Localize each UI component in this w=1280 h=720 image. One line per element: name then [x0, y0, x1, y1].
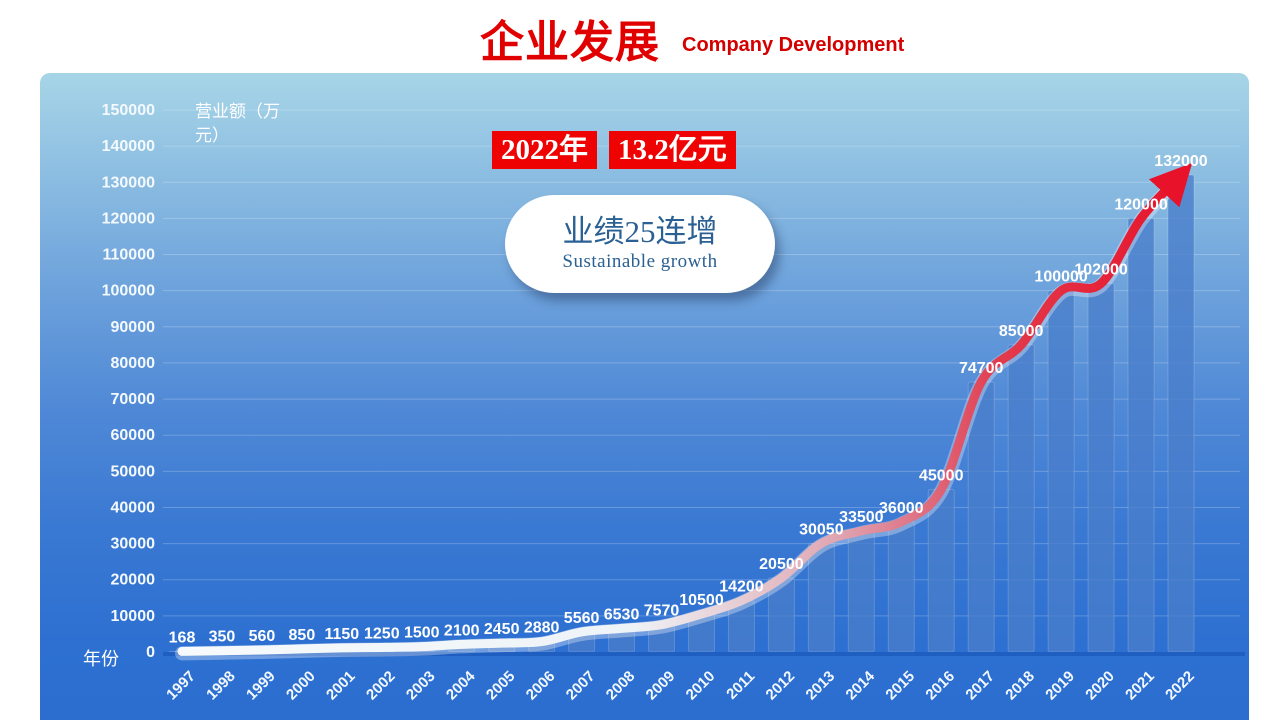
badge-amount: 13.2亿元 [609, 131, 736, 170]
bar-value-label: 1150 [324, 626, 359, 643]
bar [1047, 290, 1075, 653]
bar-value-label: 132000 [1154, 153, 1207, 170]
highlight-badges: 2022年 13.2亿元 [492, 131, 736, 170]
x-tick-label: 2013 [803, 668, 839, 704]
y-tick-label: 20000 [111, 572, 156, 589]
y-tick-label: 100000 [102, 283, 155, 300]
bar-value-label: 30050 [799, 521, 844, 538]
bar-value-label: 120000 [1114, 196, 1167, 213]
callout-title: 业绩25连增 [562, 213, 718, 249]
y-tick-label: 150000 [102, 102, 155, 119]
x-tick-label: 2007 [563, 668, 599, 704]
y-tick-label: 70000 [111, 391, 156, 408]
bar [1087, 282, 1115, 653]
page-title: 企业发展 [480, 18, 660, 67]
bar-value-label: 6530 [604, 606, 640, 623]
x-axis-title: 年份 [83, 649, 119, 669]
bar-value-label: 14200 [719, 579, 764, 596]
y-tick-label: 90000 [111, 319, 156, 336]
x-tick-label: 2003 [403, 668, 439, 704]
bar-value-label: 5560 [564, 610, 600, 627]
y-tick-label: 130000 [102, 174, 155, 191]
y-tick-label: 40000 [111, 499, 156, 516]
y-tick-label: 0 [146, 644, 155, 661]
y-tick-label: 10000 [111, 608, 156, 625]
y-axis-title-line: 营业额（万 [195, 102, 280, 121]
y-axis-title-line: 元） [195, 126, 229, 145]
x-tick-label: 2001 [323, 668, 359, 704]
y-tick-label: 30000 [111, 536, 156, 553]
y-tick-label: 110000 [102, 247, 155, 264]
x-tick-label: 2020 [1082, 668, 1118, 704]
x-tick-label: 2014 [843, 667, 879, 703]
x-tick-label: 2017 [962, 668, 998, 704]
bar-value-label: 168 [169, 629, 196, 646]
x-tick-label: 1999 [243, 668, 279, 704]
x-tick-label: 2021 [1122, 668, 1158, 704]
x-tick-label: 2012 [763, 668, 799, 704]
callout-bubble: 业绩25连增 Sustainable growth [505, 195, 775, 293]
x-tick-label: 2011 [723, 668, 758, 703]
value-labels: 168 350 560 850 1150 1250 1500 2100 2450 28805560… [169, 153, 1208, 646]
bar [887, 521, 915, 653]
bar-value-label: 74700 [959, 360, 1004, 377]
x-axis-labels: 1997 1998 1999 2000 2001 2002 2003 2004 2005 2006… [163, 667, 1198, 703]
bar [1007, 344, 1035, 653]
callout-subtitle: Sustainable growth [562, 251, 718, 273]
bar [847, 530, 875, 653]
y-tick-label: 50000 [111, 463, 156, 480]
x-tick-label: 2002 [363, 668, 399, 704]
bar-value-label: 850 [289, 627, 316, 644]
bar-value-label: 7570 [644, 603, 680, 620]
x-tick-label: 2009 [643, 668, 679, 704]
x-tick-label: 1997 [163, 668, 199, 704]
page-subtitle: Company Development [682, 34, 905, 56]
x-tick-label: 2008 [603, 668, 639, 704]
bar-value-label: 2100 [444, 622, 480, 639]
bar-value-label: 2880 [524, 620, 560, 637]
x-tick-label: 2004 [443, 667, 479, 703]
badge-year: 2022年 [492, 131, 598, 170]
bar [1167, 174, 1195, 653]
x-tick-label: 2000 [283, 668, 319, 704]
bar-value-label: 36000 [879, 500, 924, 517]
bar-value-label: 100000 [1034, 269, 1087, 286]
x-tick-label: 2016 [922, 668, 958, 704]
x-tick-label: 1998 [203, 668, 239, 704]
bar-value-label: 2450 [484, 621, 520, 638]
bar-value-label: 1500 [404, 625, 440, 642]
bar-value-label: 45000 [919, 467, 964, 484]
x-tick-label: 2022 [1162, 668, 1198, 704]
bar-value-label: 1250 [364, 625, 400, 642]
x-tick-label: 2006 [523, 668, 559, 704]
company-development-bar-chart: 168 350 560 850 1150 1250 1500 2100 2450 28805560… [83, 102, 1245, 703]
trend-line [177, 162, 1193, 656]
bar-value-label: 560 [249, 628, 276, 645]
bar [1127, 217, 1155, 653]
y-tick-label: 140000 [102, 138, 155, 155]
y-axis-labels: 0 10000 20000 30000 40000 50000 60000 70000 8000… [102, 102, 155, 661]
gridlines [163, 109, 1240, 617]
chart-panel: 168 350 560 850 1150 1250 1500 2100 2450 2880 5560… [40, 73, 1249, 720]
x-tick-label: 2005 [483, 668, 519, 704]
x-tick-label: 2010 [683, 668, 719, 704]
x-tick-label: 2019 [1042, 668, 1078, 704]
bar-value-label: 33500 [839, 509, 884, 526]
x-tick-label: 2015 [882, 668, 918, 704]
y-tick-label: 120000 [102, 210, 155, 227]
bar-value-label: 102000 [1074, 261, 1127, 278]
y-axis-title: 营业额（万元） [195, 102, 280, 145]
bar-value-label: 350 [209, 629, 236, 646]
bar-value-label: 10500 [679, 592, 724, 609]
x-tick-label: 2018 [1002, 668, 1038, 704]
y-tick-label: 80000 [111, 355, 156, 372]
y-tick-label: 60000 [111, 427, 156, 444]
bar-value-label: 20500 [759, 556, 804, 573]
bar-value-label: 85000 [999, 323, 1044, 340]
